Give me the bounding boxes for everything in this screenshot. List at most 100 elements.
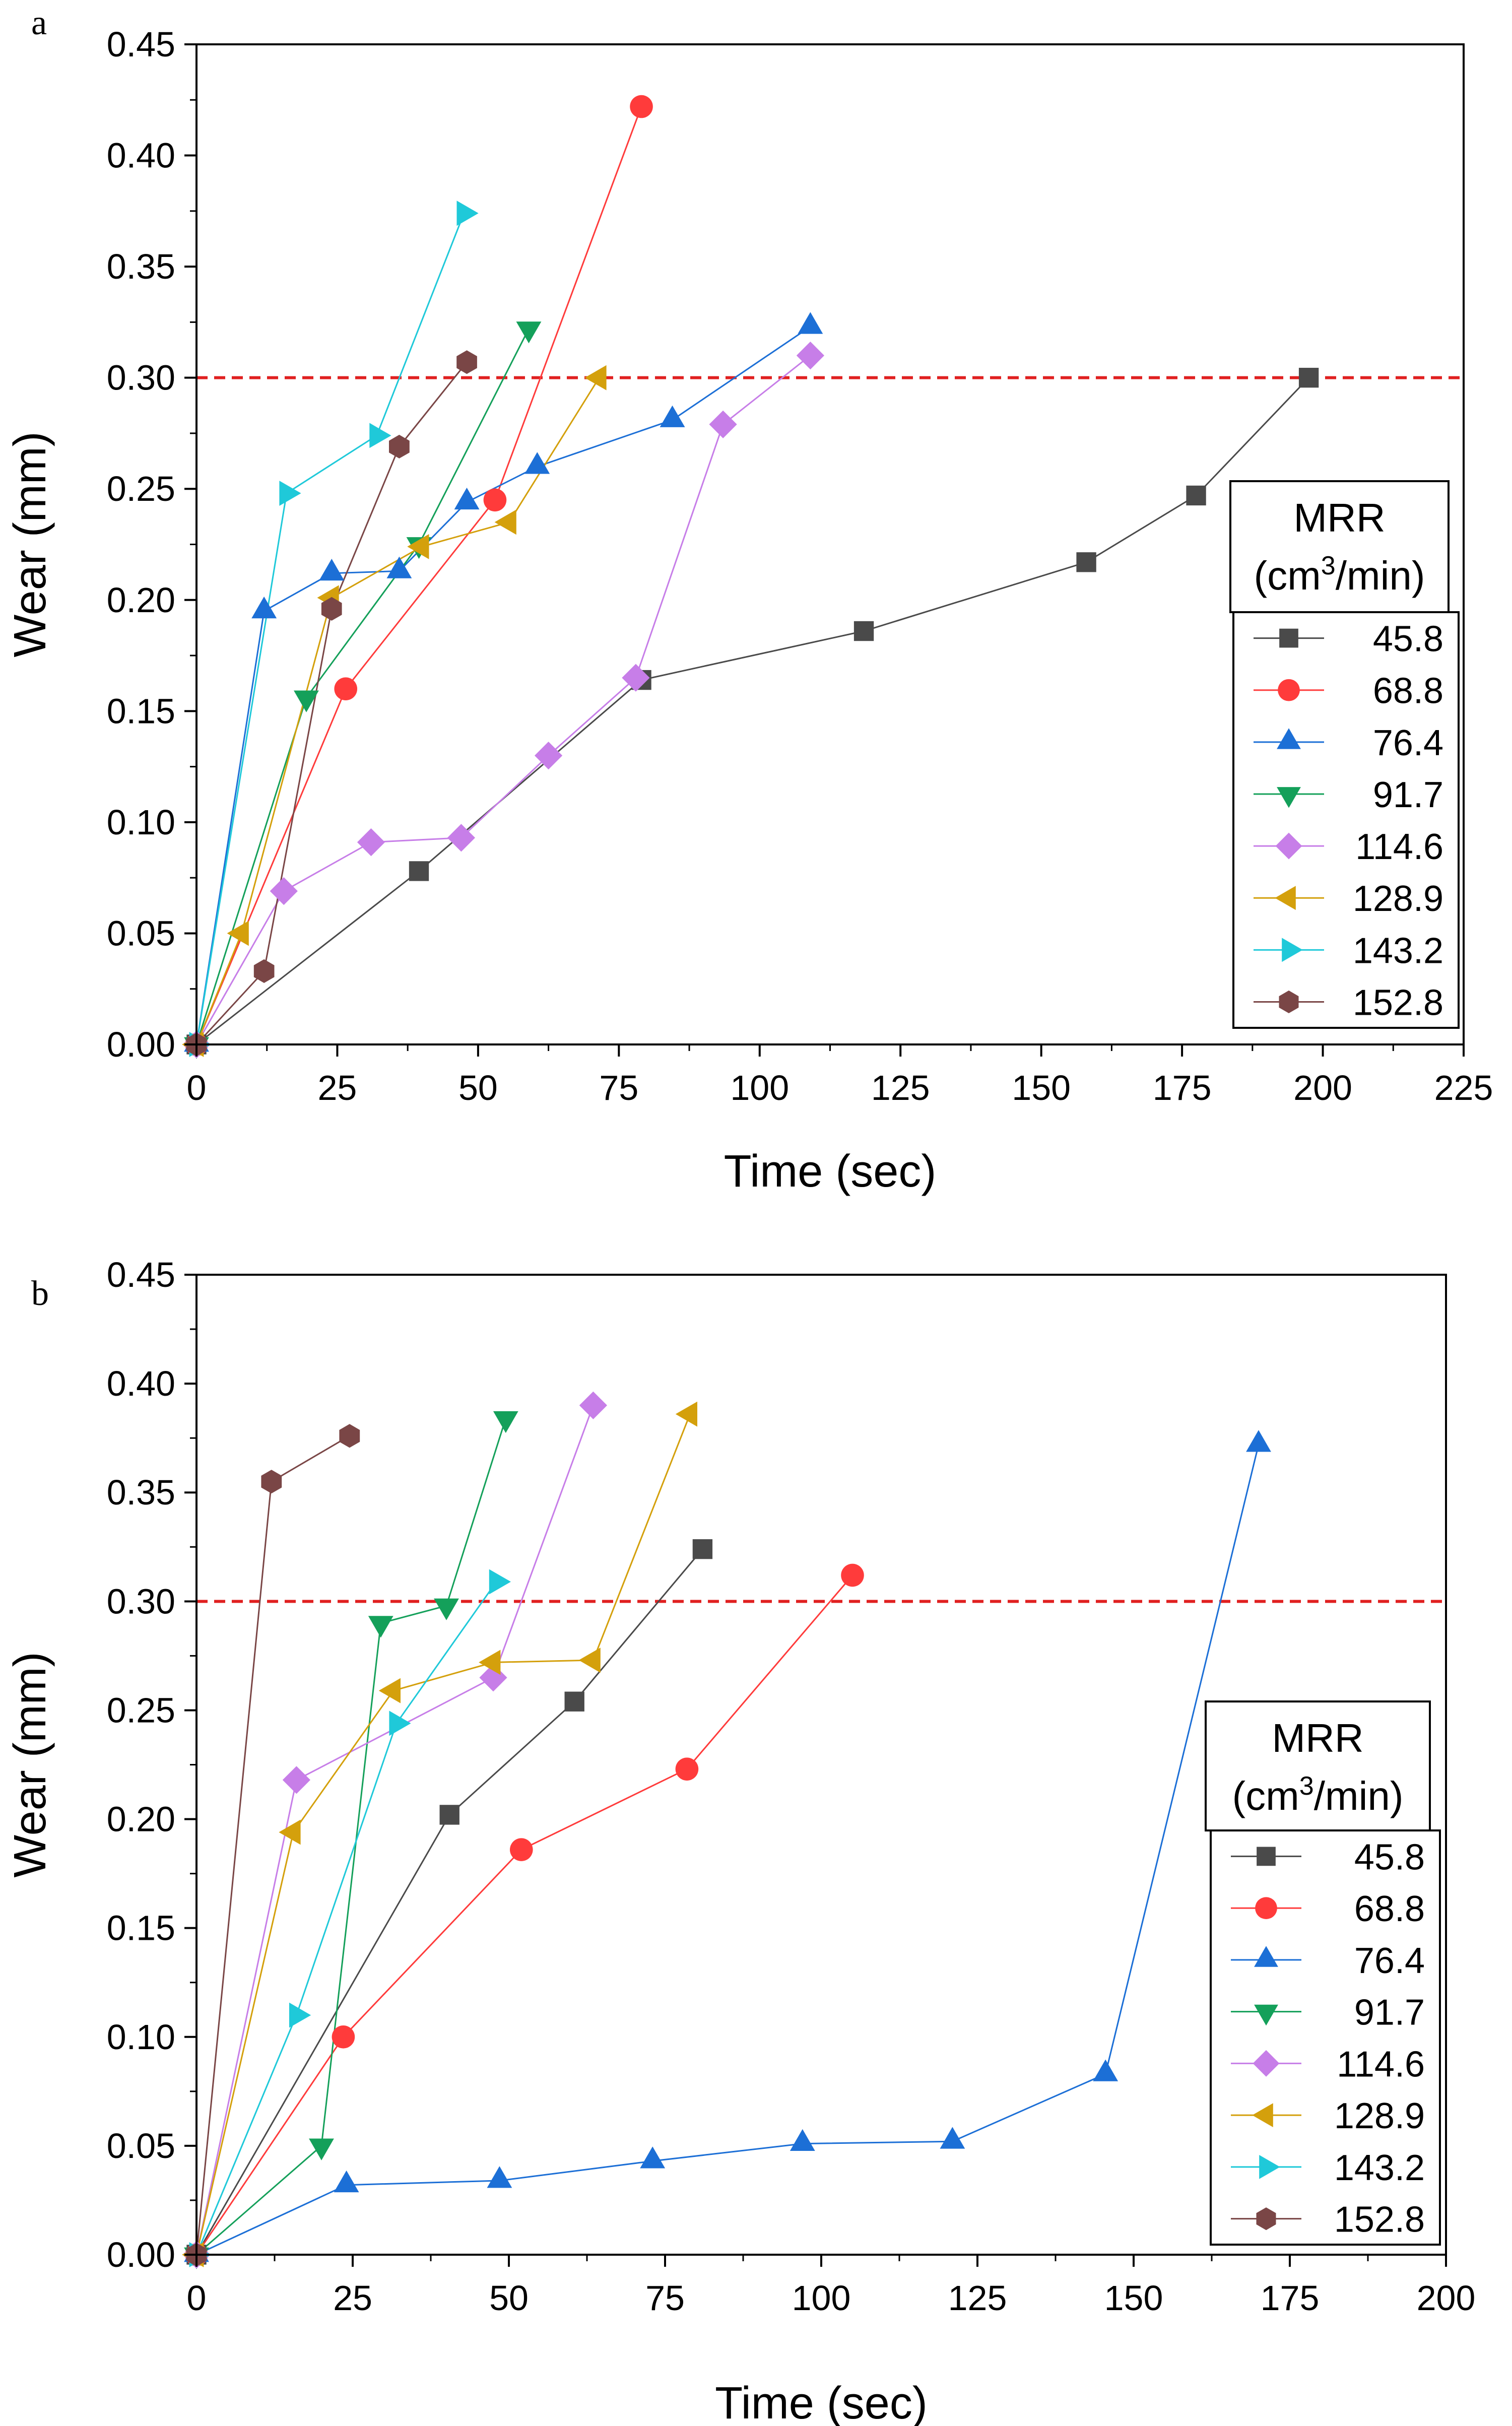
y-tick-label: 0.30 [107,1582,175,1621]
y-tick-label: 0.10 [107,803,175,842]
legend-label: 45.8 [1373,619,1443,660]
data-point-76.4 [1246,1430,1271,1452]
data-point-114.6 [270,877,298,905]
legend-title: MRR [1293,495,1385,540]
legend-marker-68.8 [1255,1897,1277,1919]
data-point-114.6 [796,342,824,370]
data-point-76.4 [798,312,823,334]
data-point-45.8 [564,1691,584,1712]
data-point-45.8 [439,1805,459,1825]
legend-marker-143.2 [1282,938,1303,962]
x-tick-label: 200 [1293,1068,1352,1107]
y-tick-label: 0.40 [107,136,175,175]
legend-marker-114.6 [1275,832,1302,860]
panel-letter: b [31,1274,49,1313]
x-tick-label: 0 [187,2278,207,2318]
y-tick-label: 0.35 [107,247,175,286]
x-tick-label: 175 [1261,2278,1320,2318]
series-line-128.9 [195,377,600,1045]
x-axis-label: Time (sec) [724,1146,937,1197]
data-point-114.6 [535,742,563,770]
legend-label: 143.2 [1334,2148,1425,2188]
legend-label: 143.2 [1353,931,1443,971]
legend-label: 45.8 [1354,1837,1425,1877]
x-tick-label: 150 [1104,2278,1163,2318]
data-point-68.8 [630,95,653,118]
data-point-68.8 [510,1838,533,1861]
legend: MRR (cm3/min) 45.8 68.8 76.4 91.7 114.6 128.9 14… [1229,480,1460,1029]
y-tick-label: 0.10 [107,2017,175,2057]
legend: MRR (cm3/min) 45.8 68.8 76.4 91.7 114.6 128.9 14… [1205,1700,1441,2246]
legend-label: 68.8 [1373,671,1443,711]
legend-label: 76.4 [1373,723,1443,763]
data-point-76.4 [524,452,550,474]
data-point-91.7 [309,2138,334,2160]
data-point-68.8 [675,1757,699,1781]
y-axis-label: Wear (mm) [5,431,55,657]
data-point-91.7 [294,690,319,712]
x-axis-label: Time (sec) [715,2378,928,2426]
data-point-128.9 [378,1678,401,1703]
data-point-45.8 [692,1539,713,1559]
data-point-128.9 [227,921,249,946]
y-axis-label: Wear (mm) [5,1652,55,1877]
data-point-45.8 [1186,485,1206,506]
x-tick-label: 25 [333,2278,372,2318]
x-tick-label: 225 [1434,1068,1493,1107]
data-point-143.2 [489,1569,511,1595]
legend-marker-45.8 [1279,628,1298,648]
x-tick-label: 75 [599,1068,638,1107]
data-point-152.8 [339,1424,360,1448]
data-point-76.4 [1093,2059,1119,2081]
legend-marker-128.9 [1252,2103,1273,2127]
x-tick-label: 100 [730,1068,789,1107]
x-tick-label: 125 [871,1068,930,1107]
legend-marker-114.6 [1253,2050,1280,2077]
series-line-91.7 [195,328,530,1045]
series-line-152.8 [195,1435,350,2255]
legend-marker-152.8 [1279,990,1299,1013]
data-point-68.8 [332,2025,355,2049]
data-point-128.9 [675,1401,697,1427]
y-tick-label: 0.40 [107,1364,175,1403]
legend-label: 114.6 [1337,2044,1425,2084]
series-line-45.8 [195,1548,703,2255]
legend-unit: (cm3/min) [1254,551,1425,598]
data-point-76.4 [319,559,345,581]
legend-unit: (cm3/min) [1232,1772,1404,1818]
x-tick-label: 100 [792,2278,851,2318]
data-point-68.8 [334,677,358,701]
y-tick-label: 0.25 [107,1690,175,1730]
legend-box [1210,1829,1441,2246]
data-point-128.9 [494,509,516,535]
legend-marker-76.4 [1277,728,1301,749]
y-tick-label: 0.00 [107,2235,175,2274]
data-point-76.4 [386,556,412,578]
data-point-114.6 [357,828,385,857]
data-point-114.6 [447,824,475,852]
legend-marker-128.9 [1275,886,1296,910]
series-line-143.2 [195,1581,497,2255]
data-point-91.7 [493,1411,518,1433]
data-point-143.2 [369,423,391,448]
data-point-143.2 [456,201,479,226]
data-point-128.9 [584,365,607,390]
data-point-114.6 [579,1391,607,1419]
x-tick-label: 125 [948,2278,1007,2318]
y-tick-label: 0.15 [107,1909,175,1948]
legend-label: 91.7 [1354,1993,1425,2033]
legend-marker-68.8 [1278,679,1300,701]
data-point-152.8 [253,959,275,983]
y-tick-label: 0.05 [107,2126,175,2166]
legend-label: 128.9 [1353,879,1443,919]
series-line-91.7 [196,1418,507,2256]
data-point-114.6 [709,410,737,438]
data-point-45.8 [853,621,874,641]
series-line-68.8 [195,106,642,1045]
legend-title: MRR [1272,1716,1363,1760]
data-point-128.9 [407,534,429,559]
series-line-114.6 [195,355,811,1045]
legend-label: 152.8 [1334,2200,1425,2240]
y-tick-label: 0.15 [107,691,175,731]
